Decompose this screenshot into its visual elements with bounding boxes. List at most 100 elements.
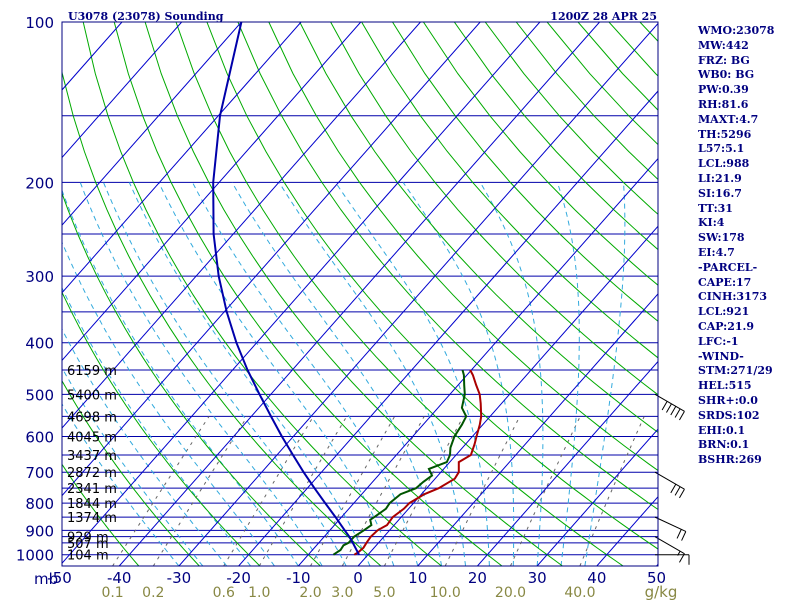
temperature-tick-label: 0: [353, 569, 363, 587]
pressure-tick-label: 600: [25, 429, 54, 447]
moist-adiabat: [62, 241, 275, 566]
dewpoint-trace: [332, 369, 468, 556]
index-line: WMO:23078: [698, 24, 775, 37]
dry-adiabat: [62, 379, 200, 566]
isotherm-line: [62, 22, 183, 159]
wind-barb: [654, 393, 685, 421]
index-line: HEL:515: [698, 379, 752, 393]
index-line: -PARCEL-: [698, 260, 758, 274]
height-label: 1844 m: [67, 497, 117, 512]
dry-adiabat: [82, 22, 442, 566]
mixing-ratio-tick-label: 0.6: [213, 585, 235, 600]
mixing-ratio-tick-label: 3.0: [331, 585, 353, 600]
mixing-ratio-tick-label: 2.0: [299, 585, 321, 600]
isotherm-line: [178, 22, 658, 566]
index-line: PW:0.39: [698, 83, 749, 97]
index-line: KI:4: [698, 216, 725, 230]
pressure-tick-label: 200: [25, 174, 54, 192]
index-line: BRN:0.1: [698, 438, 750, 452]
mixing-ratio-line: [444, 416, 521, 566]
index-line: CINH:3173: [698, 290, 768, 304]
temperature-tick-label: -50: [47, 569, 72, 587]
mixing-ratio-line: [112, 416, 210, 566]
moist-adiabat: [128, 182, 371, 566]
height-label: 2341 m: [67, 482, 117, 497]
plot-frame: [61, 21, 659, 567]
moist-adiabat: [278, 182, 466, 566]
mixing-ratio-tick-label: 1.0: [248, 585, 270, 600]
mixing-ratio-tick-label: 0.1: [101, 585, 123, 600]
pressure-tick-label: 500: [25, 386, 54, 404]
indices-panel: WMO:23078 MW:442 FRZ: BG WB0: BG PW:0.39 RH:8…: [698, 24, 798, 468]
height-label: 6159 m: [67, 364, 117, 379]
pressure-tick-label: 400: [25, 335, 54, 353]
mixing-ratio-tick-label: 10.0: [430, 585, 461, 600]
isotherm-line: [357, 225, 658, 566]
isotherm-line: [62, 22, 421, 429]
index-line: LFC:-1: [698, 334, 739, 348]
index-line: EI:4.7: [698, 245, 735, 259]
height-label: 4045 m: [67, 431, 117, 446]
wind-barb: [655, 554, 690, 565]
moist-adiabat: [79, 182, 323, 566]
pressure-tick-label: 700: [25, 464, 54, 482]
wind-barb: [654, 516, 687, 541]
temperature-tick-label: 10: [408, 569, 427, 587]
index-line: RH:81.6: [698, 97, 749, 111]
isotherm-line: [297, 157, 658, 566]
pressure-tick-label: 1000: [16, 547, 54, 565]
mixing-ratio-tick-label: 40.0: [564, 585, 595, 600]
dry-adiabat: [237, 22, 658, 511]
mixing-ratio-tick-label: 5.0: [373, 585, 395, 600]
temperature-tick-label: 20: [468, 569, 487, 587]
dry-adiabat: [453, 22, 658, 251]
isotherm-line: [536, 428, 658, 566]
wind-barb: [654, 471, 685, 499]
moist-adiabat: [479, 182, 544, 566]
isotherm-line: [62, 22, 481, 497]
moist-adiabat: [402, 182, 515, 566]
index-line: TH:5296: [698, 127, 752, 141]
sounding-datetime: 1200Z 28 APR 25: [550, 10, 657, 23]
mixing-ratio-tick-label: 0.2: [142, 585, 164, 600]
index-line: BSHR:269: [698, 453, 762, 467]
moist-adiabat: [62, 286, 251, 566]
sounding-title: U3078 (23078) Sounding: [68, 10, 224, 23]
mixing-ratio-line: [258, 416, 348, 566]
dry-adiabat: [392, 22, 658, 322]
pressure-unit-label: mb: [34, 570, 58, 588]
dry-adiabat: [113, 22, 503, 566]
mixing-ratio-tick-label: 20.0: [495, 585, 526, 600]
index-line: SW:178: [698, 231, 745, 245]
parcel-trace: [212, 22, 360, 556]
pressure-tick-label: 900: [25, 522, 54, 540]
dry-adiabat: [206, 22, 658, 550]
index-line: LI:21.9: [698, 171, 742, 185]
mixing-ratio-line: [152, 416, 248, 566]
wind-barb: [654, 536, 685, 563]
dry-adiabat: [62, 191, 321, 566]
height-label: 2872 m: [67, 466, 117, 481]
isotherm-line: [238, 90, 658, 566]
height-label: 1374 m: [67, 511, 117, 526]
isotherm-line: [0, 22, 3, 566]
mixing-ratio-line: [510, 416, 581, 566]
height-label: 3437 m: [67, 449, 117, 464]
isotherm-line: [118, 22, 600, 566]
index-line: SHR+:0.0: [698, 393, 758, 407]
dry-adiabat: [361, 22, 658, 359]
isotherm-line: [477, 360, 658, 566]
pressure-tick-label: 300: [25, 268, 54, 286]
index-line: CAP:21.9: [698, 319, 755, 333]
index-line: WB0: BG: [698, 68, 755, 82]
temperature-tick-label: 40: [587, 569, 606, 587]
height-label: 104 m: [67, 549, 109, 564]
index-line: LCL:988: [698, 157, 750, 171]
temperature-tick-label: 30: [528, 569, 547, 587]
moist-adiabat: [62, 188, 299, 566]
temperature-tick-label: 50: [647, 569, 666, 587]
temperature-tick-label: -10: [286, 569, 311, 587]
temperature-tick-label: -20: [226, 569, 251, 587]
index-line: -WIND-: [698, 349, 744, 363]
